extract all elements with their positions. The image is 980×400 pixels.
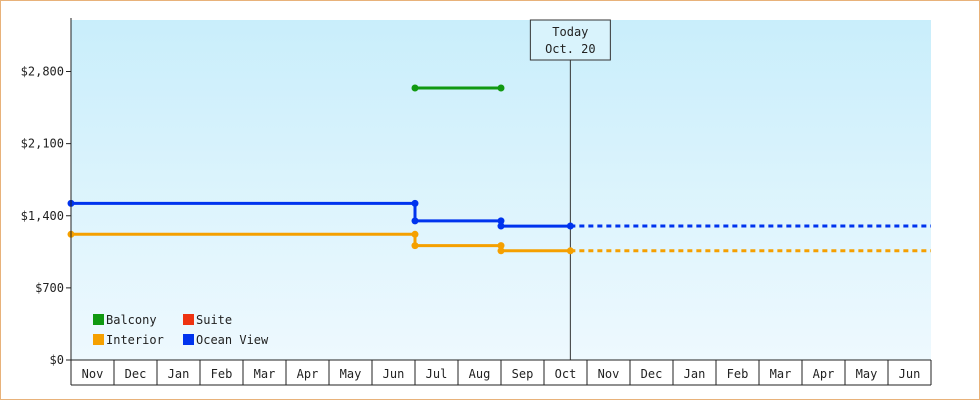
x-tick-label: May (856, 367, 878, 381)
plot-area (71, 20, 931, 360)
legend: Balcony Suite Interior Ocean View (93, 313, 269, 347)
today-date: Oct. 20 (545, 42, 596, 56)
legend-label-interior: Interior (106, 333, 164, 347)
x-tick-label: Mar (254, 367, 276, 381)
data-point-interior (497, 242, 505, 250)
x-tick-label: Apr (297, 367, 319, 381)
today-box (529, 19, 611, 61)
data-point-ocean-view (497, 217, 505, 225)
today-marker: Today Oct. 20 (529, 19, 611, 360)
x-tick-label: Nov (82, 367, 104, 381)
y-tick-label: $2,100 (21, 137, 64, 151)
y-tick-label: $1,400 (21, 209, 64, 223)
data-point-ocean-view (411, 199, 419, 207)
series-line-interior (71, 232, 571, 253)
data-point-interior (497, 247, 505, 255)
y-tick-label: $2,800 (21, 65, 64, 79)
x-tick-label: Dec (641, 367, 663, 381)
y-tick-label: $0 (50, 353, 64, 367)
data-point-interior (411, 230, 419, 238)
x-tick-label: Nov (598, 367, 620, 381)
axes: $0 $700 $1,400 $2,100 $2,800 Nov Dec Jan Feb Mar A… (21, 18, 932, 386)
data-point-ocean-view (497, 222, 505, 230)
legend-swatch-interior (93, 334, 104, 345)
data-point-ocean-view (566, 222, 574, 230)
x-tick-label: Sep (512, 367, 534, 381)
series-lines (67, 84, 931, 255)
x-tick-label: Jun (899, 367, 921, 381)
data-point-balcony (411, 84, 419, 92)
y-tick-label: $700 (35, 281, 64, 295)
legend-label-ocean-view: Ocean View (196, 333, 269, 347)
legend-swatch-ocean-view (183, 334, 194, 345)
data-point-balcony (497, 84, 505, 92)
legend-label-suite: Suite (196, 313, 232, 327)
x-tick-label: Mar (770, 367, 792, 381)
x-tick-label: Oct (555, 367, 577, 381)
series-line-ocean-view (71, 201, 571, 228)
legend-swatch-balcony (93, 314, 104, 325)
x-tick-label: Aug (469, 367, 491, 381)
data-point-interior (411, 242, 419, 250)
x-tick-label: Jul (426, 367, 448, 381)
today-title: Today (552, 25, 588, 39)
legend-label-balcony: Balcony (106, 313, 157, 327)
x-tick-label: Dec (125, 367, 147, 381)
x-tick-label: Apr (813, 367, 835, 381)
x-tick-label: Jan (684, 367, 706, 381)
data-point-ocean-view (411, 217, 419, 225)
x-tick-label: May (340, 367, 362, 381)
x-tick-label: Feb (211, 367, 233, 381)
x-tick-label: Feb (727, 367, 749, 381)
legend-swatch-suite (183, 314, 194, 325)
data-point-interior (566, 247, 574, 255)
x-tick-label: Jan (168, 367, 190, 381)
x-tick-label: Jun (383, 367, 405, 381)
